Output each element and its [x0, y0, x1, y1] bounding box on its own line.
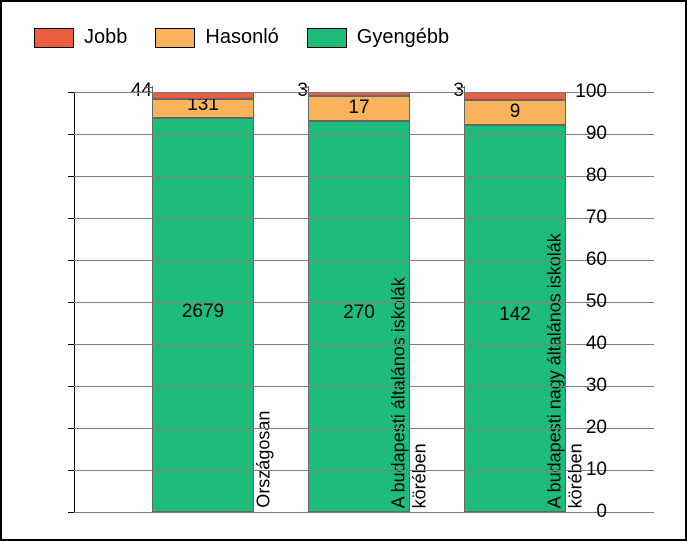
y-tick-label: 90: [586, 123, 607, 145]
gridline: [74, 92, 654, 93]
top-leader-tick: [144, 87, 152, 88]
gridline: [74, 344, 654, 345]
y-tick-label: 20: [586, 417, 607, 439]
y-tick-mark: [68, 134, 74, 135]
y-tick-mark: [68, 176, 74, 177]
gridline: [74, 134, 654, 135]
gridline: [74, 512, 654, 513]
y-tick-label: 40: [586, 333, 607, 355]
legend-item-jobb: Jobb: [34, 26, 127, 49]
category-label: A budapesti nagy általános iskolákkörébe…: [545, 233, 586, 508]
y-tick-label: 30: [586, 375, 607, 397]
gridline: [74, 386, 654, 387]
y-tick-label: 60: [586, 249, 607, 271]
legend-label-gyengebb: Gyengébb: [357, 26, 449, 49]
y-tick-mark: [68, 428, 74, 429]
bar-value-label: 2679: [152, 301, 254, 323]
y-tick-label: 10: [586, 459, 607, 481]
legend-item-hasonlo: Hasonló: [155, 26, 278, 49]
y-tick-mark: [68, 512, 74, 513]
bar-value-label: 3: [392, 80, 464, 102]
legend-swatch-gyengebb: [307, 28, 347, 48]
top-leader-tick: [300, 87, 308, 88]
y-tick-mark: [68, 218, 74, 219]
chart-container: Jobb Hasonló Gyengébb 267913144Országosa…: [0, 0, 687, 541]
bar-value-label: 3: [236, 80, 308, 102]
y-tick-mark: [68, 302, 74, 303]
legend-item-gyengebb: Gyengébb: [307, 26, 449, 49]
category-label: A budapesti általános iskolákkörében: [389, 277, 430, 508]
y-tick-label: 70: [586, 207, 607, 229]
legend-swatch-jobb: [34, 28, 74, 48]
y-tick-mark: [68, 470, 74, 471]
y-tick-mark: [68, 386, 74, 387]
gridline: [74, 218, 654, 219]
bar-value-label: 9: [464, 101, 566, 123]
y-tick-label: 80: [586, 165, 607, 187]
legend-swatch-hasonlo: [155, 28, 195, 48]
legend-label-hasonlo: Hasonló: [205, 26, 278, 49]
legend: Jobb Hasonló Gyengébb: [34, 26, 449, 49]
y-tick-label: 0: [596, 501, 607, 523]
top-leader-tick: [456, 87, 464, 88]
gridline: [74, 176, 654, 177]
category-label: Országosan: [253, 411, 274, 508]
y-tick-mark: [68, 344, 74, 345]
gridline: [74, 302, 654, 303]
bar-segment-jobb: [464, 92, 566, 100]
gridline: [74, 260, 654, 261]
y-tick-mark: [68, 92, 74, 93]
y-tick-label: 50: [586, 291, 607, 313]
bar-value-label: 44: [80, 80, 152, 102]
y-tick-mark: [68, 260, 74, 261]
gridline: [74, 470, 654, 471]
legend-label-jobb: Jobb: [84, 26, 127, 49]
y-tick-label: 100: [575, 81, 607, 103]
gridline: [74, 428, 654, 429]
